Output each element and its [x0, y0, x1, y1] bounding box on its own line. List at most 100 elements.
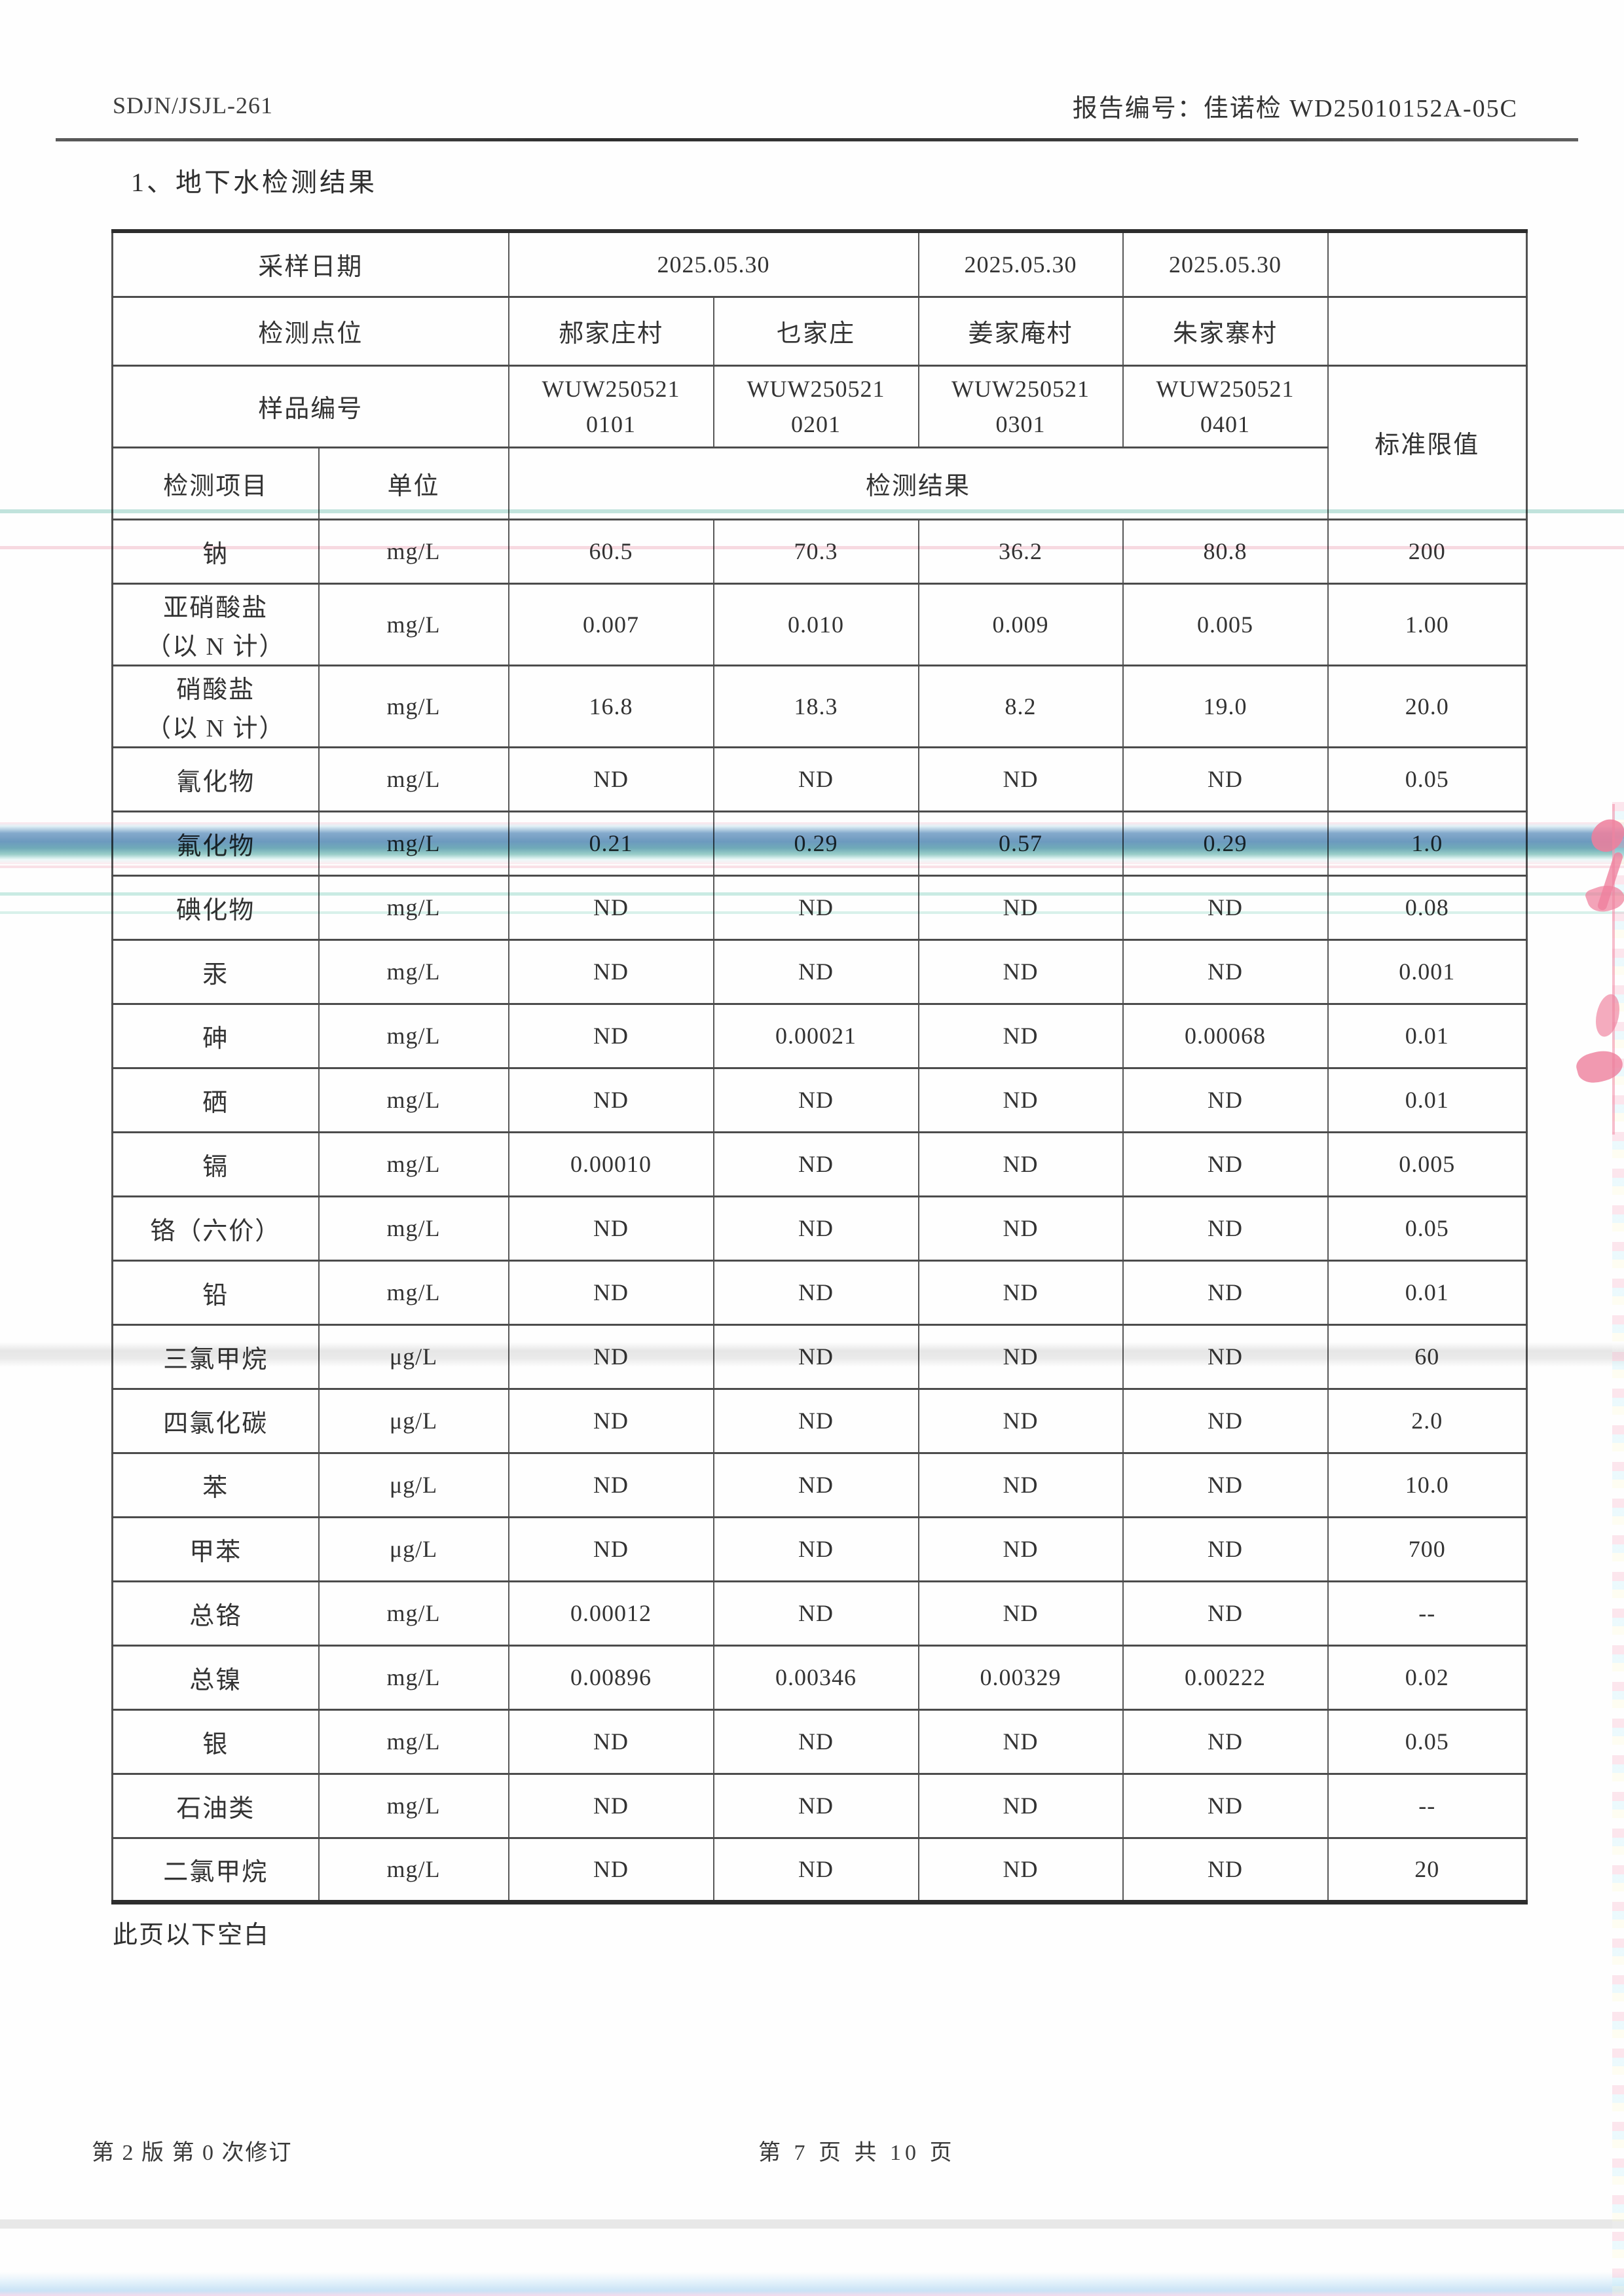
- table-row: 氰化物 mg/L ND ND ND ND 0.05: [111, 746, 1528, 812]
- result-cell: ND: [507, 1066, 714, 1133]
- header-rule: [56, 138, 1578, 141]
- sample-number-line: WUW250521: [951, 375, 1090, 402]
- section-title: 1、地下水检测结果: [131, 168, 377, 197]
- result-cell: ND: [1122, 1708, 1329, 1775]
- limit-cell: 0.02: [1327, 1644, 1528, 1711]
- result-cell: 60.5: [507, 518, 714, 585]
- results-table-wrap: 采样日期 2025.05.30 2025.05.30 2025.05.30 检测…: [111, 229, 1528, 1904]
- result-cell: ND: [1122, 1066, 1329, 1133]
- item-name: 硒: [202, 1089, 229, 1117]
- limit-header: 标准限值: [1327, 364, 1528, 520]
- table-row: 镉 mg/L 0.00010 ND ND ND 0.005: [111, 1131, 1528, 1197]
- result-cell: ND: [1122, 874, 1329, 941]
- item-cell: 银: [111, 1708, 320, 1775]
- footer-page-number: 第 7 页 共 10 页: [758, 2141, 956, 2165]
- result-cell: ND: [917, 746, 1124, 812]
- unit-cell: mg/L: [318, 1836, 509, 1903]
- item-cell: 硝酸盐 （以 N 计）: [111, 664, 320, 748]
- limit-cell: 0.05: [1327, 1708, 1528, 1775]
- result-cell: 0.00222: [1122, 1644, 1329, 1711]
- result-cell: 0.00329: [917, 1644, 1124, 1711]
- scan-artifact-red-mark: [1587, 813, 1624, 858]
- scan-artifact-edge-noise: [1612, 802, 1624, 2296]
- item-cell: 碘化物: [111, 874, 320, 941]
- limit-cell: 20: [1327, 1836, 1528, 1903]
- item-cell: 总铬: [111, 1580, 320, 1647]
- unit-cell: μg/L: [318, 1516, 509, 1582]
- item-name: 氟化物: [176, 832, 255, 860]
- item-cell: 石油类: [111, 1772, 320, 1839]
- limit-cell: 0.01: [1327, 1002, 1528, 1069]
- item-cell: 二氯甲烷: [111, 1836, 320, 1903]
- table-row: 甲苯 μg/L ND ND ND ND 700: [111, 1516, 1528, 1582]
- result-cell: 0.00896: [507, 1644, 714, 1711]
- table-row: 总镍 mg/L 0.00896 0.00346 0.00329 0.00222 0.02: [111, 1644, 1528, 1711]
- unit-cell: mg/L: [318, 518, 509, 585]
- result-cell: ND: [712, 1772, 919, 1839]
- table-row: 碘化物 mg/L ND ND ND ND 0.08: [111, 874, 1528, 941]
- result-cell: 0.00068: [1122, 1002, 1329, 1069]
- unit-cell: μg/L: [318, 1387, 509, 1454]
- table-row-points: 检测点位 郝家庄村 乜家庄 姜家庵村 朱家寨村: [111, 295, 1528, 367]
- result-cell: ND: [917, 938, 1124, 1005]
- table-row: 苯 μg/L ND ND ND ND 10.0: [111, 1451, 1528, 1518]
- table-row: 砷 mg/L ND 0.00021 ND 0.00068 0.01: [111, 1002, 1528, 1069]
- item-cell: 氟化物: [111, 810, 320, 877]
- result-cell: 8.2: [917, 664, 1124, 748]
- sample-number: WUW250521 0301: [917, 364, 1124, 448]
- item-name: 碘化物: [176, 896, 255, 924]
- sampling-date: 2025.05.30: [917, 230, 1124, 298]
- result-header: 检测结果: [507, 446, 1329, 520]
- item-name: 砷: [202, 1025, 229, 1053]
- result-cell: ND: [712, 1066, 919, 1133]
- sample-number-line: WUW250521: [747, 375, 885, 402]
- result-cell: ND: [1122, 1772, 1329, 1839]
- scan-artifact-gray-band: [0, 2219, 1624, 2229]
- sample-number: WUW250521 0401: [1122, 364, 1329, 448]
- result-cell: 0.010: [712, 582, 919, 666]
- item-cell: 苯: [111, 1451, 320, 1518]
- sample-number: WUW250521 0201: [712, 364, 919, 448]
- report-number: 报告编号：佳诺检 WD25010152A-05C: [1072, 95, 1518, 122]
- item-cell: 三氯甲烷: [111, 1323, 320, 1390]
- empty-cell: [1327, 295, 1528, 367]
- result-cell: ND: [507, 1708, 714, 1775]
- limit-cell: 2.0: [1327, 1387, 1528, 1454]
- table-row: 亚硝酸盐 （以 N 计） mg/L 0.007 0.010 0.009 0.005 1.00: [111, 582, 1528, 666]
- result-cell: 0.00021: [712, 1002, 919, 1069]
- blank-below-note: 此页以下空白: [113, 1922, 270, 1949]
- item-name-line2: （以 N 计）: [146, 714, 286, 742]
- unit-cell: μg/L: [318, 1451, 509, 1518]
- result-cell: ND: [917, 1259, 1124, 1326]
- unit-cell: mg/L: [318, 664, 509, 748]
- result-cell: ND: [1122, 1195, 1329, 1262]
- unit-cell: mg/L: [318, 810, 509, 877]
- result-cell: ND: [1122, 1580, 1329, 1647]
- table-row: 四氯化碳 μg/L ND ND ND ND 2.0: [111, 1387, 1528, 1454]
- limit-cell: 700: [1327, 1516, 1528, 1582]
- result-cell: ND: [917, 874, 1124, 941]
- result-cell: ND: [507, 1387, 714, 1454]
- item-name: 镉: [202, 1153, 229, 1181]
- item-cell: 铬（六价）: [111, 1195, 320, 1262]
- sampling-date-label: 采样日期: [111, 230, 509, 298]
- item-name: 石油类: [176, 1795, 255, 1823]
- item-cell: 铅: [111, 1259, 320, 1326]
- limit-cell: 10.0: [1327, 1451, 1528, 1518]
- result-cell: 0.009: [917, 582, 1124, 666]
- result-cell: ND: [917, 1066, 1124, 1133]
- result-cell: 19.0: [1122, 664, 1329, 748]
- table-row: 氟化物 mg/L 0.21 0.29 0.57 0.29 1.0: [111, 810, 1528, 877]
- limit-cell: 0.05: [1327, 746, 1528, 812]
- result-cell: ND: [712, 1323, 919, 1390]
- unit-cell: mg/L: [318, 1259, 509, 1326]
- point-name: 姜家庵村: [917, 295, 1124, 367]
- table-row-sample-numbers: 样品编号 WUW250521 0101 WUW250521 0201 WUW25…: [111, 364, 1528, 520]
- result-cell: ND: [712, 1259, 919, 1326]
- result-cell: ND: [507, 938, 714, 1005]
- item-name: 二氯甲烷: [163, 1858, 268, 1886]
- item-cell: 硒: [111, 1066, 320, 1133]
- result-cell: ND: [507, 1259, 714, 1326]
- result-cell: ND: [507, 1323, 714, 1390]
